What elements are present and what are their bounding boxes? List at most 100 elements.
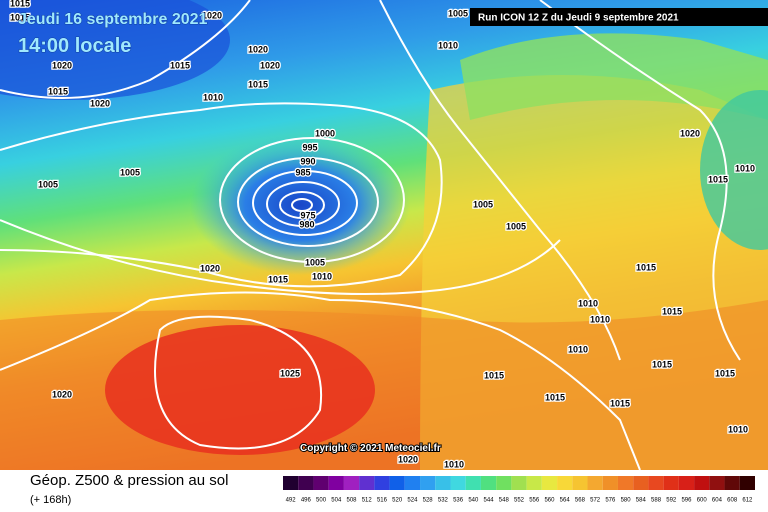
map: 1015 1015 1020 1020 1020 1015 1020 1015 1020 1010… xyxy=(0,0,768,471)
isobar-label: 1015 xyxy=(610,398,630,408)
isobar xyxy=(0,291,641,471)
isobar-label: 1020 xyxy=(52,60,72,70)
scale-label: 612 xyxy=(742,498,753,504)
isobar-label: 1005 xyxy=(305,257,325,267)
scale-swatch xyxy=(374,476,390,490)
isobar xyxy=(0,0,251,99)
scale-label: 592 xyxy=(666,498,677,504)
scale-label: 540 xyxy=(468,498,479,504)
isobar-label: 1015 xyxy=(545,392,565,402)
scale-swatch xyxy=(724,476,740,490)
isobar-label: 1020 xyxy=(52,389,72,399)
scale-label: 496 xyxy=(301,498,312,504)
isobar xyxy=(379,0,621,361)
scale-swatch xyxy=(709,476,725,490)
isobar-label: 1020 xyxy=(248,44,268,54)
scale-label: 524 xyxy=(407,498,418,504)
run-info: Run ICON 12 Z du Jeudi 9 septembre 2021 xyxy=(478,13,679,24)
isobar-label: 1020 xyxy=(202,10,222,20)
scale-label: 544 xyxy=(484,498,495,504)
legend-subtitle: (+ 168h) xyxy=(30,494,71,506)
isobar-label: 1010 xyxy=(728,424,748,434)
isobar-label: 1010 xyxy=(568,344,588,354)
date: Jeudi 16 septembre 2021 xyxy=(18,11,208,28)
scale-label: 552 xyxy=(514,498,525,504)
scale-swatch xyxy=(465,476,481,490)
isobar xyxy=(291,198,313,212)
scale-swatch xyxy=(587,476,603,490)
isobar-label: 1015 xyxy=(10,12,30,22)
isobar xyxy=(539,0,741,361)
scale-label: 556 xyxy=(529,498,540,504)
isobar-label: 1015 xyxy=(715,368,735,378)
scale-swatch xyxy=(557,476,573,490)
isobar xyxy=(0,219,561,295)
isobar-label: 1020 xyxy=(260,60,280,70)
isobar-label: 1025 xyxy=(280,368,300,378)
isobar-label: 1015 xyxy=(708,174,728,184)
scale-label: 508 xyxy=(347,498,358,504)
isobar-label: 1015 xyxy=(248,79,268,89)
isobar-label: 990 xyxy=(300,156,315,166)
isobar xyxy=(219,137,405,263)
isobar xyxy=(266,181,340,227)
scale-label: 572 xyxy=(590,498,601,504)
field xyxy=(0,0,230,100)
scale-swatch xyxy=(313,476,329,490)
isobar-label: 1010 xyxy=(578,298,598,308)
scale-label: 512 xyxy=(362,498,373,504)
scale-swatch xyxy=(343,476,360,490)
isobar-label: 1005 xyxy=(120,167,140,177)
scale-label: 520 xyxy=(392,498,403,504)
isobar-label: 1010 xyxy=(735,163,755,173)
scale-label: 532 xyxy=(438,498,449,504)
scale-swatch xyxy=(480,476,497,490)
scale-label: 548 xyxy=(499,498,510,504)
isobar xyxy=(237,157,379,247)
scale-swatch xyxy=(389,476,405,490)
copyright: Copyright © 2021 Meteociel.fr xyxy=(300,443,441,454)
isobar-label: 1020 xyxy=(200,263,220,273)
scale-swatch xyxy=(435,476,451,490)
isobar-label: 1015 xyxy=(48,86,68,96)
scale-label: 588 xyxy=(651,498,662,504)
scale-swatch xyxy=(572,476,588,490)
isobar-label: 1005 xyxy=(448,8,468,18)
scale-label: 580 xyxy=(621,498,632,504)
scale-swatch xyxy=(298,476,314,490)
isobar-label: 975 xyxy=(300,210,315,220)
scale-label: 560 xyxy=(544,498,555,504)
scale-label: 536 xyxy=(453,498,464,504)
isobar-label: 995 xyxy=(302,142,317,152)
isobar-label: 1015 xyxy=(662,306,682,316)
isobar xyxy=(0,102,443,288)
scale-label: 608 xyxy=(727,498,738,504)
scale-label: 568 xyxy=(575,498,586,504)
scale-swatch xyxy=(450,476,466,490)
isobar-label: 1015 xyxy=(484,370,504,380)
scale-label: 504 xyxy=(331,498,342,504)
isobar-label: 1010 xyxy=(444,459,464,469)
isobar-label: 1015 xyxy=(636,262,656,272)
field xyxy=(700,90,768,250)
isobar-label: 1000 xyxy=(315,128,335,138)
scale-label: 516 xyxy=(377,498,388,504)
scale-swatch xyxy=(526,476,542,490)
scale-swatch xyxy=(694,476,710,490)
isobar-label: 1015 xyxy=(268,274,288,284)
legend-title: Géop. Z500 & pression au sol xyxy=(30,472,228,489)
isobar-label: 1020 xyxy=(398,454,418,464)
scale-swatch xyxy=(633,476,649,490)
scale-swatch xyxy=(617,476,634,490)
isobar-label: 985 xyxy=(295,167,310,177)
scale-swatch xyxy=(541,476,558,490)
isobar-label: 1010 xyxy=(203,92,223,102)
scale-label: 528 xyxy=(423,498,434,504)
scale-label: 564 xyxy=(560,498,571,504)
scale-swatch xyxy=(328,476,344,490)
isobar-label: 980 xyxy=(299,219,314,229)
scale-swatch xyxy=(663,476,679,490)
isobar-label: 1020 xyxy=(680,128,700,138)
run-box xyxy=(470,8,768,26)
